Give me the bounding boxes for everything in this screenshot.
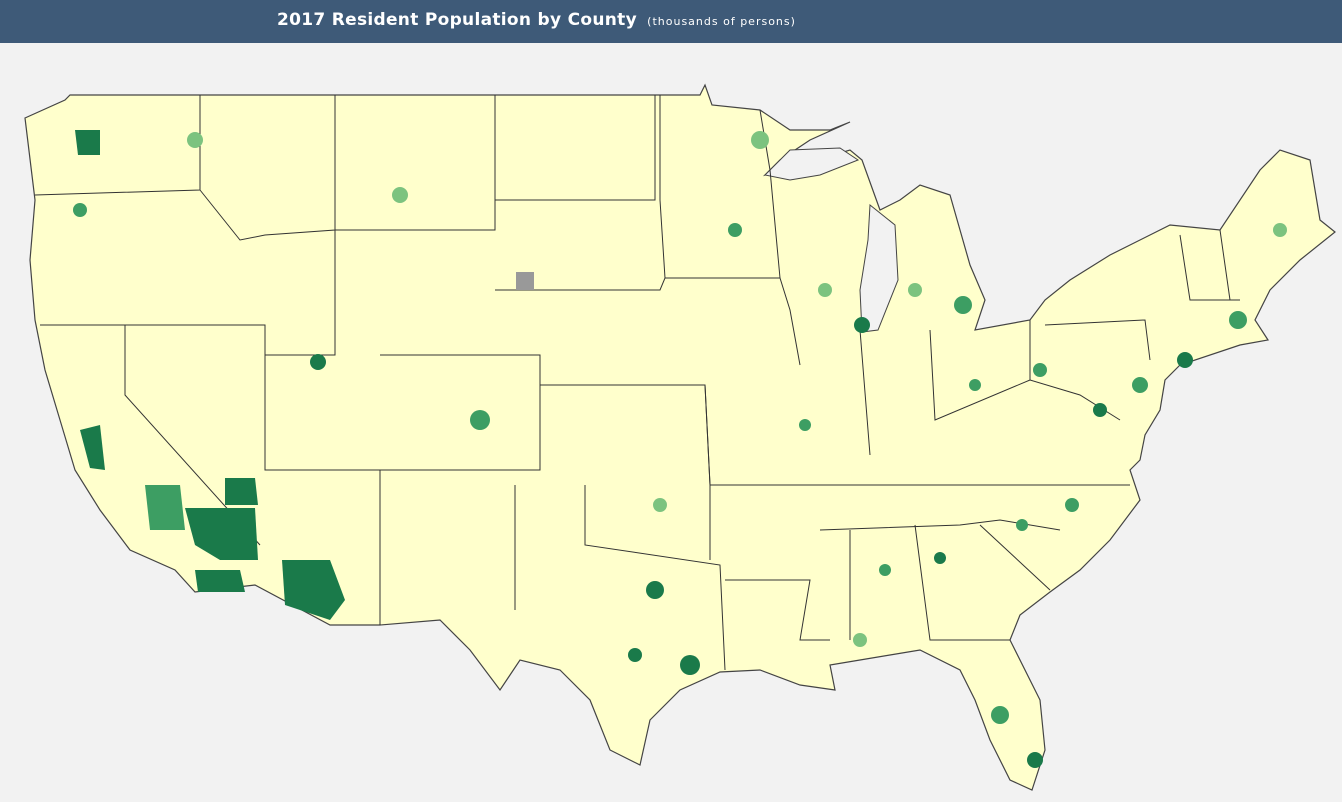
map (24, 83, 1336, 791)
lake-superior (763, 147, 860, 181)
county-shading (73, 130, 1287, 768)
subtitle: (thousands of persons) (647, 15, 796, 28)
state-lines (34, 95, 1240, 671)
lake-michigan (859, 204, 899, 333)
header-bar: 2017 Resident Population by County (thou… (0, 0, 1342, 43)
title-block: 2017 Resident Population by County (thou… (277, 10, 796, 30)
us-outline (24, 83, 1336, 791)
title: 2017 Resident Population by County (277, 10, 637, 30)
